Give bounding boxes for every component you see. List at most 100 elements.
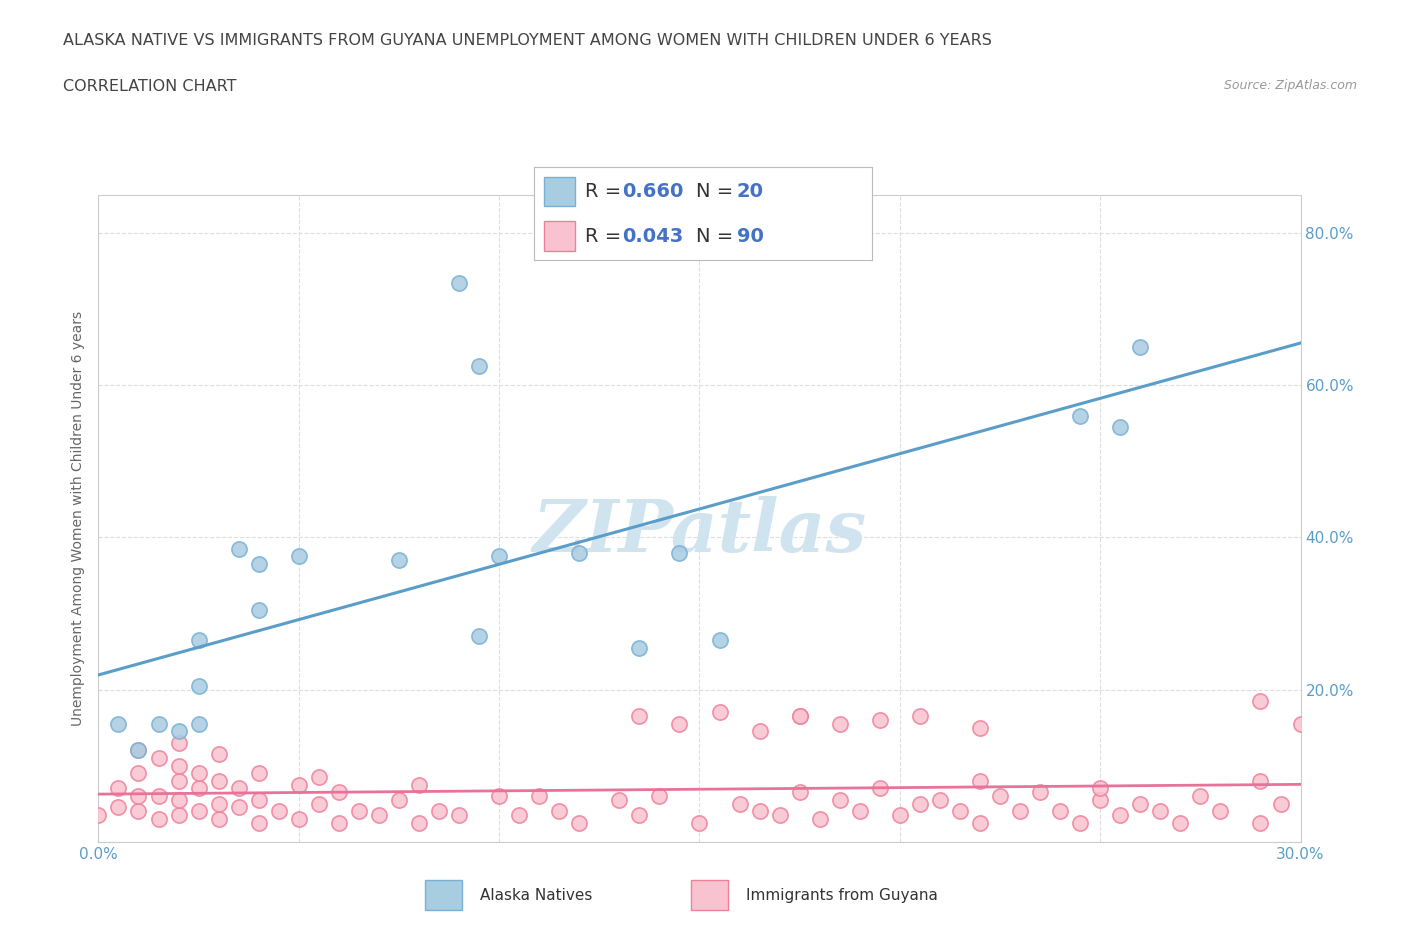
Text: ZIPatlas: ZIPatlas	[533, 496, 866, 567]
Text: 90: 90	[737, 227, 763, 246]
Point	[408, 777, 430, 792]
Point	[128, 804, 150, 818]
Point	[1189, 789, 1212, 804]
Point	[328, 816, 350, 830]
Point	[609, 792, 631, 807]
Point	[769, 807, 792, 822]
Point	[748, 724, 770, 738]
Point	[889, 807, 911, 822]
Point	[748, 804, 770, 818]
Text: CORRELATION CHART: CORRELATION CHART	[63, 79, 236, 94]
Point	[1049, 804, 1071, 818]
Point	[869, 712, 891, 727]
Point	[988, 789, 1011, 804]
Point	[208, 796, 231, 811]
Point	[148, 751, 170, 765]
Point	[628, 709, 651, 724]
Point	[167, 807, 190, 822]
Point	[1088, 792, 1111, 807]
Point	[568, 545, 591, 560]
Point	[167, 758, 190, 773]
Point	[208, 811, 231, 826]
Point	[128, 743, 150, 758]
Point	[167, 724, 190, 738]
Point	[187, 765, 209, 780]
Point	[288, 811, 311, 826]
Point	[247, 792, 270, 807]
Point	[1129, 796, 1152, 811]
Bar	[425, 880, 461, 910]
Point	[508, 807, 530, 822]
Point	[208, 774, 231, 789]
Point	[247, 816, 270, 830]
Bar	[690, 880, 728, 910]
Point	[808, 811, 831, 826]
Point	[1029, 785, 1052, 800]
Point	[447, 807, 470, 822]
Point	[949, 804, 972, 818]
Point	[1069, 816, 1091, 830]
Point	[908, 709, 931, 724]
Point	[568, 816, 591, 830]
Point	[1010, 804, 1032, 818]
Point	[908, 796, 931, 811]
Point	[828, 792, 851, 807]
Point	[408, 816, 430, 830]
Point	[128, 789, 150, 804]
Point	[128, 765, 150, 780]
Point	[288, 549, 311, 564]
Point	[789, 785, 811, 800]
Point	[187, 678, 209, 693]
Text: R =: R =	[585, 227, 627, 246]
Point	[789, 709, 811, 724]
Point	[789, 709, 811, 724]
Text: N =: N =	[696, 182, 740, 201]
Point	[668, 716, 690, 731]
Point	[267, 804, 290, 818]
Point	[148, 716, 170, 731]
Point	[1250, 694, 1272, 709]
Point	[849, 804, 872, 818]
Point	[308, 796, 330, 811]
Point	[427, 804, 450, 818]
Point	[1109, 419, 1132, 434]
Point	[668, 545, 690, 560]
Point	[187, 632, 209, 647]
Point	[107, 781, 129, 796]
Point	[1209, 804, 1232, 818]
Point	[828, 716, 851, 731]
Point	[709, 632, 731, 647]
Point	[247, 557, 270, 572]
Point	[548, 804, 571, 818]
Point	[628, 641, 651, 656]
Text: 0.043: 0.043	[621, 227, 683, 246]
Point	[648, 789, 671, 804]
Point	[929, 792, 952, 807]
Point	[1250, 774, 1272, 789]
Point	[228, 781, 250, 796]
Point	[969, 720, 991, 735]
Point	[1088, 781, 1111, 796]
Point	[308, 770, 330, 785]
Point	[187, 716, 209, 731]
Point	[107, 800, 129, 815]
Point	[1250, 816, 1272, 830]
Text: 20: 20	[737, 182, 763, 201]
Point	[488, 549, 510, 564]
Point	[529, 789, 551, 804]
Point	[468, 359, 491, 374]
Point	[1289, 716, 1312, 731]
Y-axis label: Unemployment Among Women with Children Under 6 years: Unemployment Among Women with Children U…	[72, 311, 86, 726]
Point	[167, 736, 190, 751]
Point	[208, 747, 231, 762]
Point	[1109, 807, 1132, 822]
Point	[388, 792, 411, 807]
Point	[228, 800, 250, 815]
Text: Source: ZipAtlas.com: Source: ZipAtlas.com	[1223, 79, 1357, 92]
Point	[447, 275, 470, 290]
Point	[869, 781, 891, 796]
Text: Immigrants from Guyana: Immigrants from Guyana	[747, 887, 938, 903]
Point	[468, 629, 491, 644]
Bar	[544, 177, 575, 206]
Point	[388, 552, 411, 567]
